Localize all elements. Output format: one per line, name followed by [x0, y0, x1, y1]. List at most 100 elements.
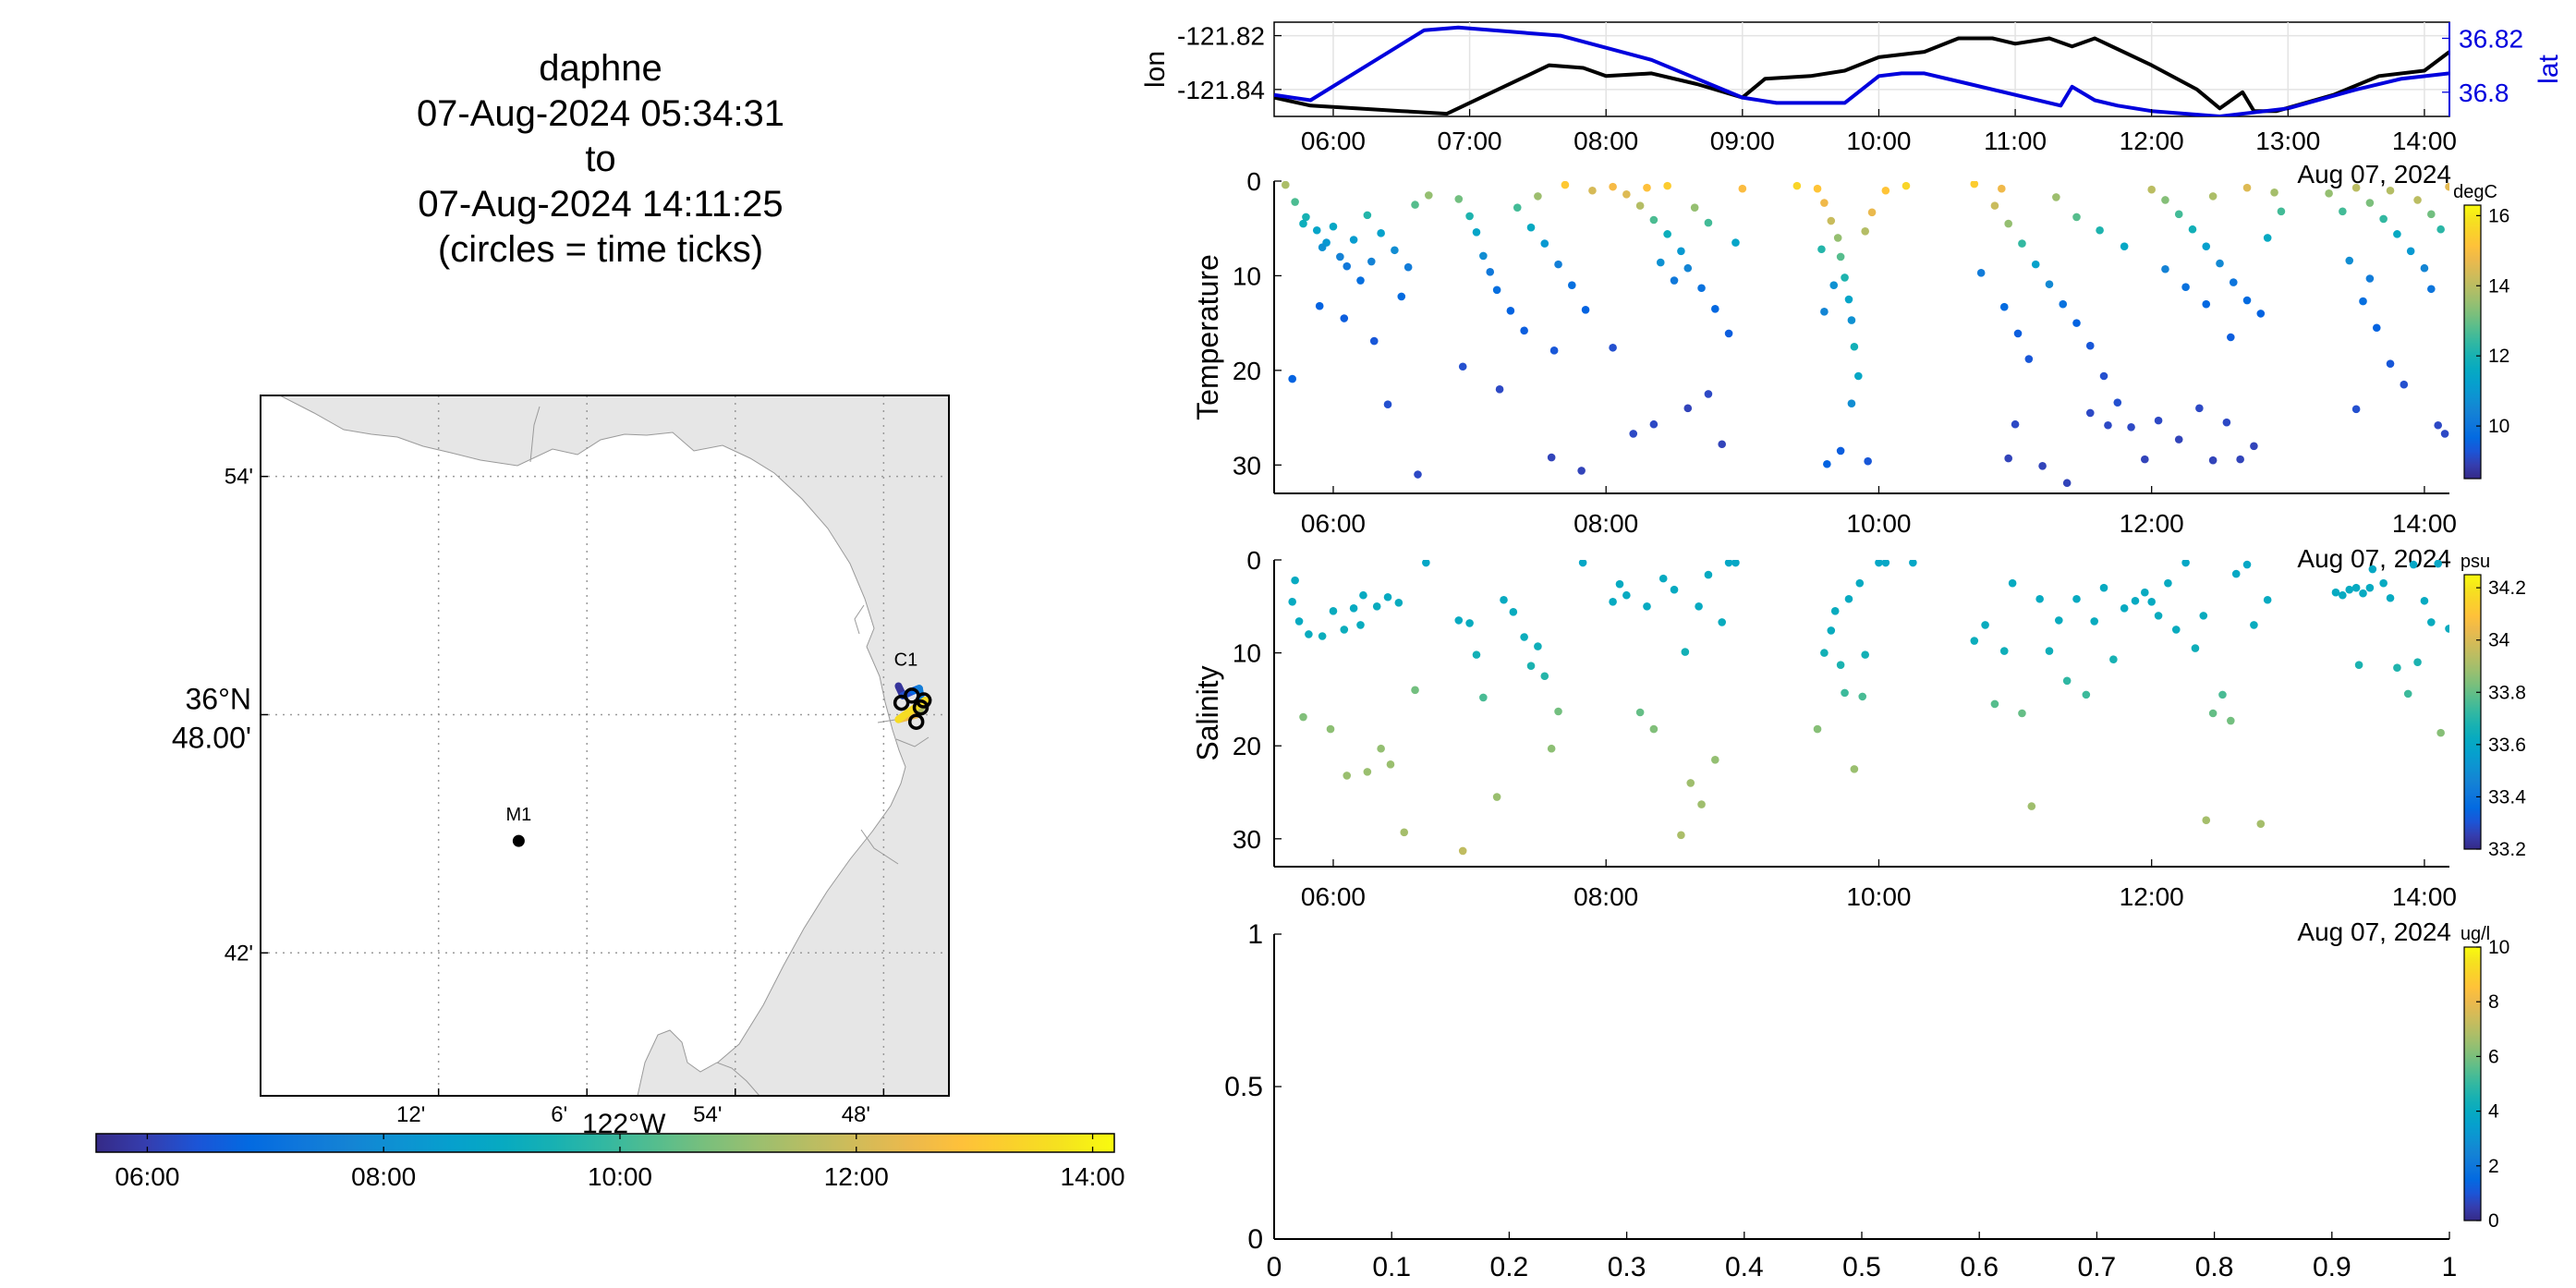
map-x-tick-label: 48' [842, 1102, 870, 1127]
data-point [1400, 828, 1409, 837]
data-point [2013, 329, 2023, 338]
data-point [1990, 699, 1999, 709]
colorbar-tick-label: 14 [2488, 275, 2510, 297]
data-point [2191, 644, 2200, 652]
data-point [1820, 649, 1829, 657]
data-point [2379, 214, 2388, 224]
data-point [2270, 188, 2278, 197]
data-point [1588, 186, 1597, 195]
data-point [1294, 617, 1304, 626]
x-tick-label: 0.3 [1608, 1252, 1646, 1282]
empty-colorbar-gradient [2463, 946, 2482, 1221]
x-tick-label: 12:00 [2120, 882, 2184, 911]
data-point [1312, 225, 1321, 235]
data-point [1581, 305, 1590, 314]
colorbar-tick-label: 34.2 [2488, 577, 2526, 599]
data-point [1513, 203, 1522, 212]
data-point [1356, 276, 1365, 285]
data-point [2031, 260, 2040, 269]
data-point [1999, 302, 2009, 311]
data-point [2096, 225, 2104, 235]
lonlat-x-tick-label: 13:00 [2255, 127, 2320, 155]
data-point [1363, 211, 1372, 220]
data-point [2161, 196, 2169, 204]
colorbar-tick-label: 33.4 [2488, 786, 2526, 808]
lonlat-date-label: Aug 07, 2024 [2297, 160, 2451, 188]
data-point [2202, 816, 2211, 824]
data-point [1622, 190, 1631, 199]
data-point [1411, 686, 1419, 695]
data-point [2113, 398, 2122, 407]
data-point [2351, 183, 2361, 192]
data-point [2127, 423, 2135, 431]
y-tick-label: 0.5 [1224, 1072, 1263, 1102]
data-point [1724, 560, 1733, 567]
data-point [2018, 239, 2026, 248]
data-point [1383, 400, 1392, 409]
colorbar-tick-label: 34 [2488, 630, 2510, 651]
data-point [1902, 181, 1911, 190]
data-point [1847, 399, 1856, 407]
colorbar-tick-label: 10 [2488, 937, 2509, 958]
track-segment [894, 697, 930, 723]
data-point [1649, 724, 1659, 734]
lat-series-line [1274, 25, 2449, 116]
data-point [2141, 455, 2149, 464]
x-tick-label: 06:00 [1301, 509, 1366, 538]
time-tick-circle [893, 694, 910, 711]
data-point [1649, 215, 1659, 225]
data-point [1386, 760, 1395, 769]
data-point [2072, 594, 2081, 603]
colorbar-tick-label: 16 [2488, 205, 2509, 226]
data-point [2099, 371, 2108, 381]
data-point [2436, 225, 2445, 234]
lonlat-x-tick-label: 10:00 [1846, 127, 1911, 155]
data-point [1609, 597, 1617, 606]
data-point [2434, 420, 2442, 430]
data-point [2062, 676, 2072, 686]
data-point [2161, 264, 2169, 273]
colorbar-tick-label: 2 [2488, 1156, 2499, 1177]
data-point [1356, 621, 1365, 629]
data-point [1363, 768, 1372, 776]
data-point [2216, 259, 2224, 268]
lonlat-panel: 06:00 07:00 08:00 09:00 10:00 11:00 12:00 13:00… [1140, 21, 2564, 188]
y-tick-label: 20 [1233, 357, 1261, 385]
salinity-axes: 06:00 08:00 10:00 12:00 14:00 0 10 20 30 Aug 07, … [1191, 546, 2457, 946]
data-point [1526, 223, 1536, 232]
temperature-colorbar-gradient [2463, 204, 2482, 480]
data-point [2120, 604, 2129, 613]
data-point [2427, 285, 2436, 294]
data-point [2379, 578, 2388, 588]
data-point [1288, 597, 1296, 606]
data-point [2227, 716, 2235, 725]
data-point [1677, 831, 1685, 840]
data-point [1369, 336, 1379, 346]
data-point [2174, 210, 2183, 219]
time-tick-circle [907, 713, 925, 730]
data-point [2174, 435, 2183, 444]
data-point [1540, 672, 1549, 681]
x-tick-label: 0.7 [2078, 1252, 2117, 1282]
lonlat-y2-tick-label: 36.82 [2459, 24, 2523, 53]
colorbar-tick-label: 10 [2488, 416, 2509, 437]
y-tick-label: 30 [1233, 451, 1261, 480]
data-point [2227, 333, 2235, 342]
data-point [1663, 230, 1671, 238]
land-mass [637, 1029, 760, 1096]
data-point [1465, 212, 1474, 221]
colorbar-tick-label: 4 [2488, 1101, 2499, 1123]
data-point [1492, 793, 1501, 801]
data-point [1970, 637, 1979, 645]
data-point [1509, 608, 1518, 616]
y-tick-label: 10 [1233, 261, 1261, 290]
data-point [2062, 479, 2072, 488]
data-point [1500, 595, 1508, 604]
lonlat-x-tick-label: 07:00 [1438, 127, 1502, 155]
data-point [1479, 251, 1488, 261]
data-point [1635, 201, 1645, 210]
glider-track [893, 682, 932, 730]
data-point [2199, 612, 2208, 620]
colorbar-units: ug/l [2461, 924, 2490, 944]
temperature-colorbar: degC 16 14 12 10 [2453, 182, 2510, 437]
